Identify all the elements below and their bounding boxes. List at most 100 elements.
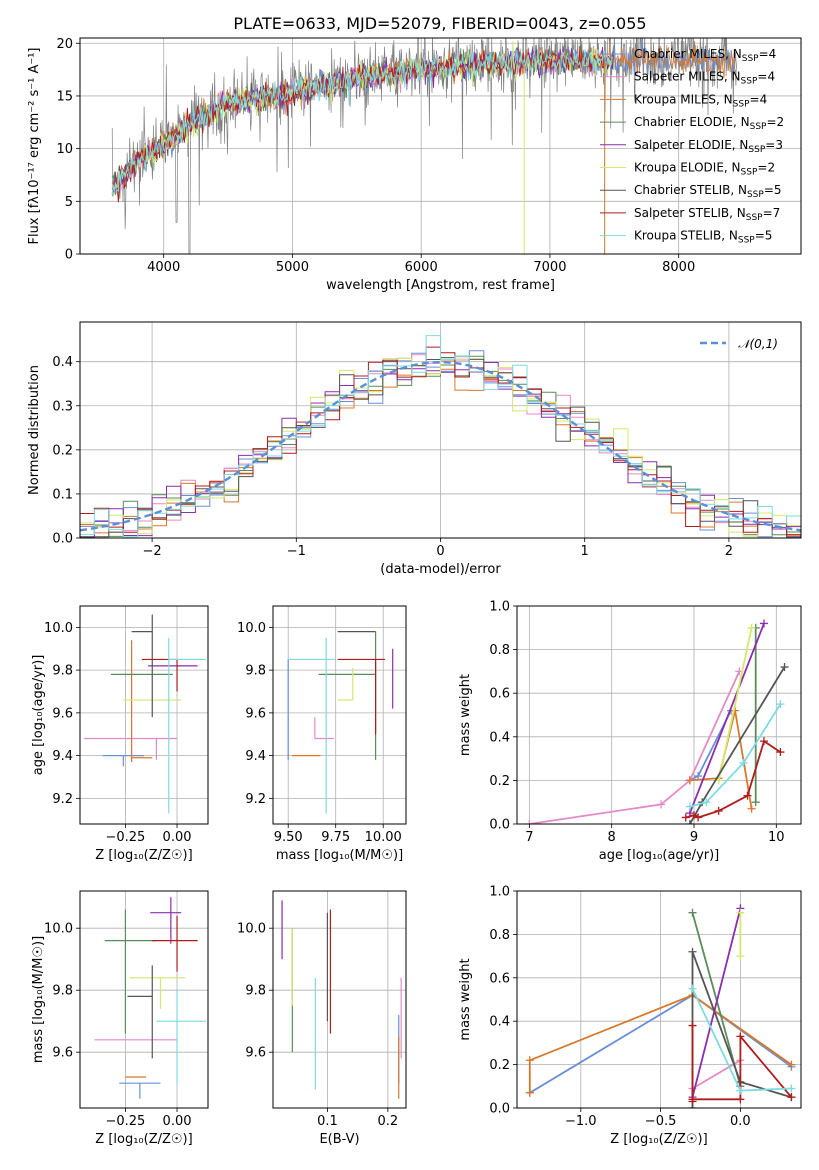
y-tick-label: 15 bbox=[56, 89, 73, 104]
weight-marker bbox=[787, 1060, 796, 1069]
y-tick-label: 9.6 bbox=[52, 706, 73, 721]
x-tick-label: 7 bbox=[525, 830, 533, 845]
y-tick-label: 9.8 bbox=[52, 664, 73, 679]
histogram-kroupa-stelib bbox=[80, 335, 801, 538]
legend-item: Kroupa STELIB, NSSP=5 bbox=[634, 229, 772, 246]
legend-item: Chabrier STELIB, NSSP=5 bbox=[634, 183, 782, 200]
y-tick-label: 5 bbox=[65, 195, 73, 210]
y-tick-label: 9.4 bbox=[52, 749, 73, 764]
x-axis-label: age [log₁₀(age/yr)] bbox=[599, 848, 720, 863]
y-tick-label: 9.2 bbox=[52, 792, 73, 807]
massweight-vs-Z-axes bbox=[513, 890, 801, 1112]
axes-frame bbox=[272, 890, 407, 1109]
weight-marker bbox=[739, 758, 748, 767]
weight-marker bbox=[685, 820, 694, 824]
weight-line-kroupa-miles bbox=[528, 994, 792, 1093]
weight-marker bbox=[736, 952, 745, 961]
y-tick-label: 0.2 bbox=[489, 774, 510, 789]
weight-marker bbox=[736, 1032, 745, 1041]
weight-marker bbox=[759, 619, 768, 628]
x-axis-label: Z [log₁₀(Z/Z☉)] bbox=[95, 848, 192, 863]
y-tick-label: 0.2 bbox=[52, 443, 73, 458]
weight-line-salpeter-miles bbox=[529, 671, 741, 824]
y-tick-label: 10.0 bbox=[237, 621, 266, 636]
y-tick-label: 0.0 bbox=[52, 532, 73, 547]
x-axis-label: Z [log₁₀(Z/Z☉)] bbox=[95, 1132, 192, 1147]
axes-frame bbox=[79, 890, 209, 1109]
y-tick-label: 10.0 bbox=[44, 922, 73, 937]
x-tick-label: 0.00 bbox=[163, 1114, 192, 1129]
x-tick-label: −1.0 bbox=[565, 1114, 597, 1129]
weight-marker bbox=[787, 1084, 796, 1093]
weight-line-kroupa-elodie bbox=[717, 627, 753, 781]
legend-item: Salpeter STELIB, NSSP=7 bbox=[634, 206, 780, 223]
weight-marker bbox=[688, 947, 697, 956]
y-tick-label: 0.0 bbox=[489, 1102, 510, 1117]
weight-marker bbox=[525, 1088, 534, 1097]
y-tick-label: 0.4 bbox=[52, 355, 73, 370]
y-tick-label: 0.6 bbox=[489, 971, 510, 986]
weight-line-salpeter-miles bbox=[692, 1059, 741, 1090]
legend-item: Chabrier MILES, NSSP=4 bbox=[634, 47, 776, 64]
y-tick-label: 0.4 bbox=[489, 730, 510, 745]
y-tick-label: 0.0 bbox=[489, 818, 510, 833]
weight-marker bbox=[694, 772, 703, 781]
axes-frame bbox=[79, 321, 802, 539]
model-kroupa-stelib bbox=[111, 47, 615, 195]
residuals-plot-area bbox=[80, 335, 801, 538]
weight-marker bbox=[688, 1095, 697, 1104]
weight-marker bbox=[747, 804, 756, 813]
weight-marker bbox=[689, 811, 698, 820]
weight-marker bbox=[747, 623, 756, 632]
legend-item: Kroupa MILES, NSSP=4 bbox=[634, 92, 767, 109]
y-axis-label: Flux [fλ10⁻¹⁷ erg cm⁻² s⁻¹ A⁻¹] bbox=[27, 48, 42, 245]
x-tick-label: 4000 bbox=[147, 260, 180, 275]
gaussian-curve bbox=[80, 360, 801, 532]
legend-item: Chabrier ELODIE, NSSP=2 bbox=[634, 115, 784, 132]
y-axis-label: mass weight bbox=[458, 674, 473, 756]
y-tick-label: 9.8 bbox=[52, 984, 73, 999]
weight-marker bbox=[714, 806, 723, 815]
y-tick-label: 9.8 bbox=[245, 664, 266, 679]
weight-marker bbox=[776, 700, 785, 709]
y-tick-label: 0.6 bbox=[489, 687, 510, 702]
y-tick-label: 9.4 bbox=[245, 749, 266, 764]
x-axis-label: (data-model)/error bbox=[380, 562, 501, 577]
y-axis-label: Normed distribution bbox=[27, 365, 42, 495]
age-vs-Z-axes bbox=[76, 606, 208, 828]
x-tick-label: 9.50 bbox=[274, 830, 303, 845]
chart-title: PLATE=0633, MJD=52079, FIBERID=0043, z=0… bbox=[233, 14, 646, 33]
spectrum-plot-area bbox=[111, 38, 737, 254]
weight-marker bbox=[688, 908, 697, 917]
weight-marker bbox=[657, 800, 666, 809]
x-tick-label: 0.00 bbox=[163, 830, 192, 845]
weight-line-salpeter-elodie bbox=[691, 908, 742, 1098]
y-tick-label: 0.2 bbox=[489, 1058, 510, 1073]
weight-line-salpeter-elodie bbox=[689, 623, 765, 814]
weight-line-kroupa-stelib bbox=[689, 703, 782, 808]
y-tick-label: 9.8 bbox=[245, 984, 266, 999]
legend-item: Salpeter MILES, NSSP=4 bbox=[634, 70, 775, 87]
axes-frame bbox=[79, 37, 802, 255]
x-tick-label: −1 bbox=[287, 544, 306, 559]
x-tick-label: −2 bbox=[143, 544, 162, 559]
y-tick-label: 1.0 bbox=[489, 600, 510, 615]
axes-frame bbox=[272, 605, 407, 825]
weight-line-salpeter-stelib bbox=[691, 1025, 793, 1102]
massweight-vs-Z-plot-area bbox=[525, 904, 796, 1108]
y-tick-label: 9.6 bbox=[245, 1046, 266, 1061]
y-tick-label: 9.6 bbox=[245, 706, 266, 721]
axes-frame bbox=[79, 605, 209, 825]
weight-marker bbox=[685, 802, 694, 811]
x-axis-label: wavelength [Angstrom, rest frame] bbox=[326, 278, 555, 293]
axes-frame bbox=[516, 605, 802, 825]
y-axis-label: age [log₁₀(age/yr)] bbox=[31, 655, 46, 776]
legend-item: Salpeter ELODIE, NSSP=3 bbox=[634, 138, 783, 155]
x-axis-label: E(B-V) bbox=[319, 1132, 359, 1147]
y-tick-label: 0.3 bbox=[52, 399, 73, 414]
weight-marker bbox=[702, 798, 711, 807]
x-tick-label: 6000 bbox=[405, 260, 438, 275]
weight-line-chabrier-miles bbox=[689, 710, 732, 782]
x-tick-label: 1 bbox=[581, 544, 589, 559]
weight-marker bbox=[685, 776, 694, 785]
